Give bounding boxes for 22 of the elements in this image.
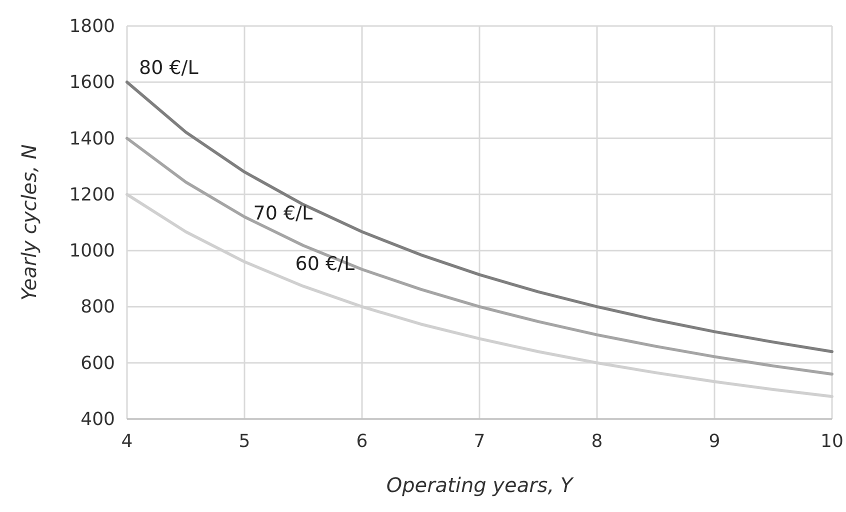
x-tick-label: 7 [474,431,486,452]
y-tick-label: 1800 [69,16,115,37]
y-tick-label: 1200 [69,184,115,206]
y-tick-label: 1600 [69,72,115,94]
y-tick-label: 1400 [69,128,115,150]
x-axis-title: Operating years, Y [386,473,574,497]
series-label: 80 €/L [139,57,199,80]
y-tick-label: 1000 [69,240,115,262]
line-series [126,80,834,354]
series-label: 70 €/L [253,202,313,225]
y-tick-label: 400 [80,409,115,430]
y-tick-label: 800 [80,296,115,318]
x-tick-label: 10 [820,431,844,452]
x-tick-label: 9 [708,431,720,452]
x-tick-label: 4 [121,431,133,452]
x-tick-label: 6 [356,431,368,452]
y-tick-label: 600 [80,352,115,374]
x-tick-label: 5 [238,431,250,452]
x-tick-label: 8 [591,431,603,452]
y-axis-title: Yearly cycles, N [17,144,41,301]
series-label: 60 €/L [295,253,355,276]
line-series [126,136,834,376]
